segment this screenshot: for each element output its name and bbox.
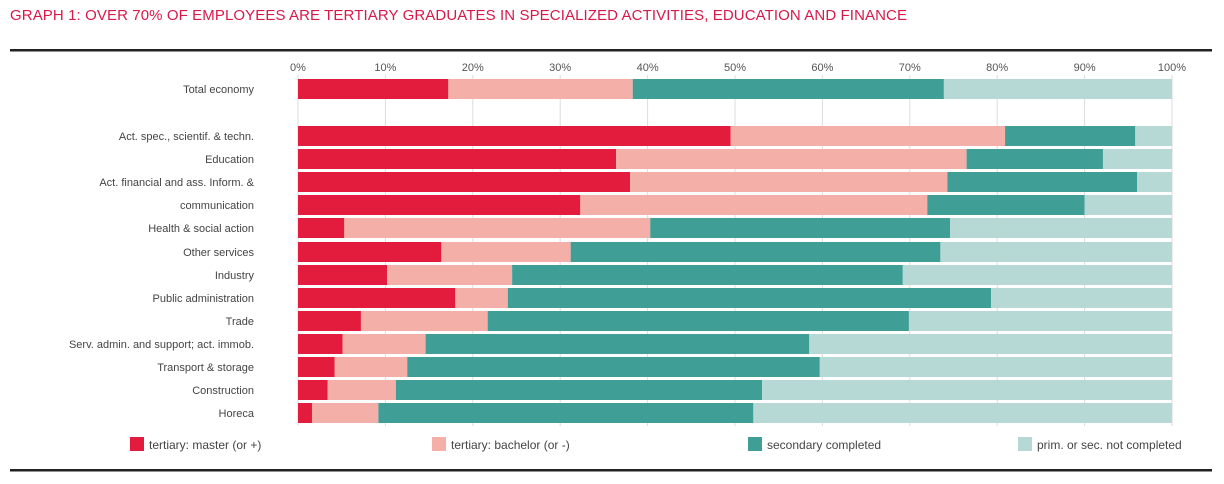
bar-segment	[616, 149, 967, 169]
legend-swatch	[748, 437, 762, 451]
bar-segment	[441, 242, 571, 262]
bar-segment	[819, 357, 1172, 377]
bar-segment	[407, 357, 820, 377]
category-label: Industry	[215, 270, 255, 282]
x-tick-label: 100%	[1158, 62, 1186, 74]
bar-segment	[947, 172, 1138, 192]
bar-segment	[730, 126, 1006, 146]
category-label: Horeca	[219, 408, 255, 420]
bar-segment	[378, 403, 754, 423]
bar-segment	[507, 288, 992, 308]
legend-swatch	[1018, 437, 1032, 451]
bar-segment	[395, 380, 763, 400]
bar-segment	[334, 357, 408, 377]
bar-segment	[298, 334, 343, 354]
category-label: Act. spec., scientif. & techn.	[119, 131, 254, 143]
bar-segment	[762, 380, 1172, 400]
bar-segment	[632, 79, 944, 99]
bar-segment	[753, 403, 1172, 423]
bar-segment	[455, 288, 508, 308]
bar-segment	[298, 380, 328, 400]
bar-segment	[448, 79, 633, 99]
x-tick-label: 20%	[462, 62, 484, 74]
category-label: Transport & storage	[157, 362, 254, 374]
legend-swatch	[130, 437, 144, 451]
bar-segment	[943, 79, 1172, 99]
bar-segment	[809, 334, 1172, 354]
bar-segment	[991, 288, 1172, 308]
legend-swatch	[432, 437, 446, 451]
bar-segment	[1084, 195, 1172, 215]
x-tick-label: 10%	[374, 62, 396, 74]
bar-segment	[298, 311, 361, 331]
bar-segment	[344, 218, 651, 238]
bar-segment	[298, 403, 312, 423]
x-tick-label: 80%	[986, 62, 1008, 74]
bar-segment	[908, 311, 1172, 331]
bar-segment	[950, 218, 1172, 238]
top-rule	[10, 49, 1212, 52]
bar-segment	[512, 265, 903, 285]
bar-segment	[1135, 126, 1172, 146]
category-label: Other services	[183, 247, 254, 259]
bar-segment	[966, 149, 1103, 169]
bottom-rule	[10, 469, 1212, 472]
bar-segment	[298, 172, 631, 192]
bar-segment	[298, 149, 617, 169]
bar-segment	[902, 265, 1172, 285]
category-label: Trade	[226, 316, 254, 328]
bar-segment	[327, 380, 396, 400]
bar-segment	[1137, 172, 1172, 192]
legend-label: prim. or sec. not completed	[1037, 438, 1182, 452]
bar-segment	[927, 195, 1085, 215]
category-label: Total economy	[183, 84, 254, 96]
bar-segment	[298, 218, 345, 238]
chart-title: GRAPH 1: OVER 70% OF EMPLOYEES ARE TERTI…	[10, 7, 908, 24]
x-tick-label: 0%	[290, 62, 306, 74]
bar-segment	[650, 218, 951, 238]
category-label: Education	[205, 154, 254, 166]
bar-segment	[311, 403, 379, 423]
bar-segment	[298, 195, 581, 215]
category-label: Construction	[192, 385, 254, 397]
legend-label: tertiary: bachelor (or -)	[451, 438, 570, 452]
category-label: Serv. admin. and support; act. immob.	[69, 339, 254, 351]
x-tick-label: 70%	[899, 62, 921, 74]
bar-segment	[1005, 126, 1136, 146]
bar-segment	[298, 126, 731, 146]
bar-segment	[940, 242, 1172, 262]
bar-segment	[298, 265, 388, 285]
bar-segment	[298, 357, 335, 377]
bar-segment	[298, 242, 442, 262]
x-tick-label: 90%	[1074, 62, 1096, 74]
bar-segment	[360, 311, 488, 331]
bar-segment	[580, 195, 928, 215]
x-tick-label: 60%	[811, 62, 833, 74]
category-label: Public administration	[153, 293, 255, 305]
category-label: Health & social action	[148, 223, 254, 235]
bar-segment	[387, 265, 513, 285]
bar-segment	[1102, 149, 1172, 169]
category-label: communication	[180, 200, 254, 212]
bar-segment	[487, 311, 909, 331]
x-tick-label: 50%	[724, 62, 746, 74]
bar-segment	[298, 79, 449, 99]
bar-segment	[630, 172, 948, 192]
x-tick-label: 30%	[549, 62, 571, 74]
category-label: Act. financial and ass. Inform. &	[99, 177, 254, 189]
legend-label: secondary completed	[767, 438, 881, 452]
bar-segment	[425, 334, 810, 354]
legend-label: tertiary: master (or +)	[149, 438, 261, 452]
bar-segment	[298, 288, 456, 308]
bar-segment	[342, 334, 426, 354]
bar-segment	[570, 242, 941, 262]
x-tick-label: 40%	[637, 62, 659, 74]
